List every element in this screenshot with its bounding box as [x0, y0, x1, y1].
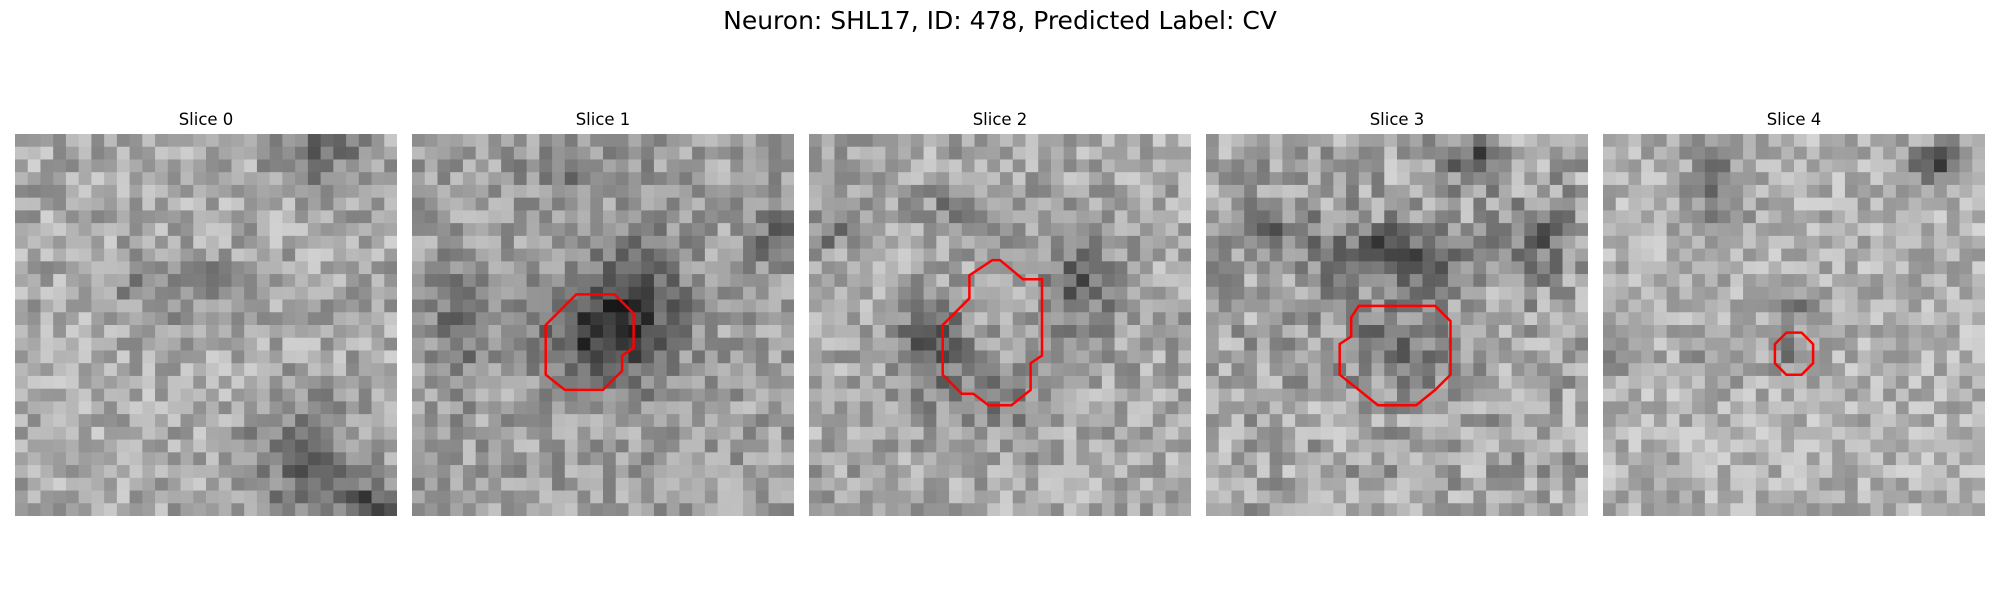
- slice-image: [1206, 134, 1588, 516]
- slice-title: Slice 1: [575, 110, 631, 129]
- slice-panel-3: Slice 3: [1206, 108, 1588, 516]
- slice-title: Slice 4: [1766, 110, 1822, 129]
- slice-title: Slice 2: [972, 110, 1028, 129]
- slice-title: Slice 0: [178, 110, 234, 129]
- slice-panel-4: Slice 4: [1603, 108, 1985, 516]
- slice-image: [1603, 134, 1985, 516]
- slice-panel-0: Slice 0: [15, 108, 397, 516]
- figure-title: Neuron: SHL17, ID: 478, Predicted Label:…: [723, 6, 1277, 35]
- cell-contour: [544, 293, 635, 392]
- slice-panel-1: Slice 1: [412, 108, 794, 516]
- slice-image: [15, 134, 397, 516]
- slice-panel-2: Slice 2: [809, 108, 1191, 516]
- cell-contour: [1773, 331, 1815, 376]
- cell-contour: [941, 258, 1044, 407]
- slice-title: Slice 3: [1369, 110, 1425, 129]
- cell-contour: [1338, 304, 1452, 407]
- slice-image: [412, 134, 794, 516]
- slice-image: [809, 134, 1191, 516]
